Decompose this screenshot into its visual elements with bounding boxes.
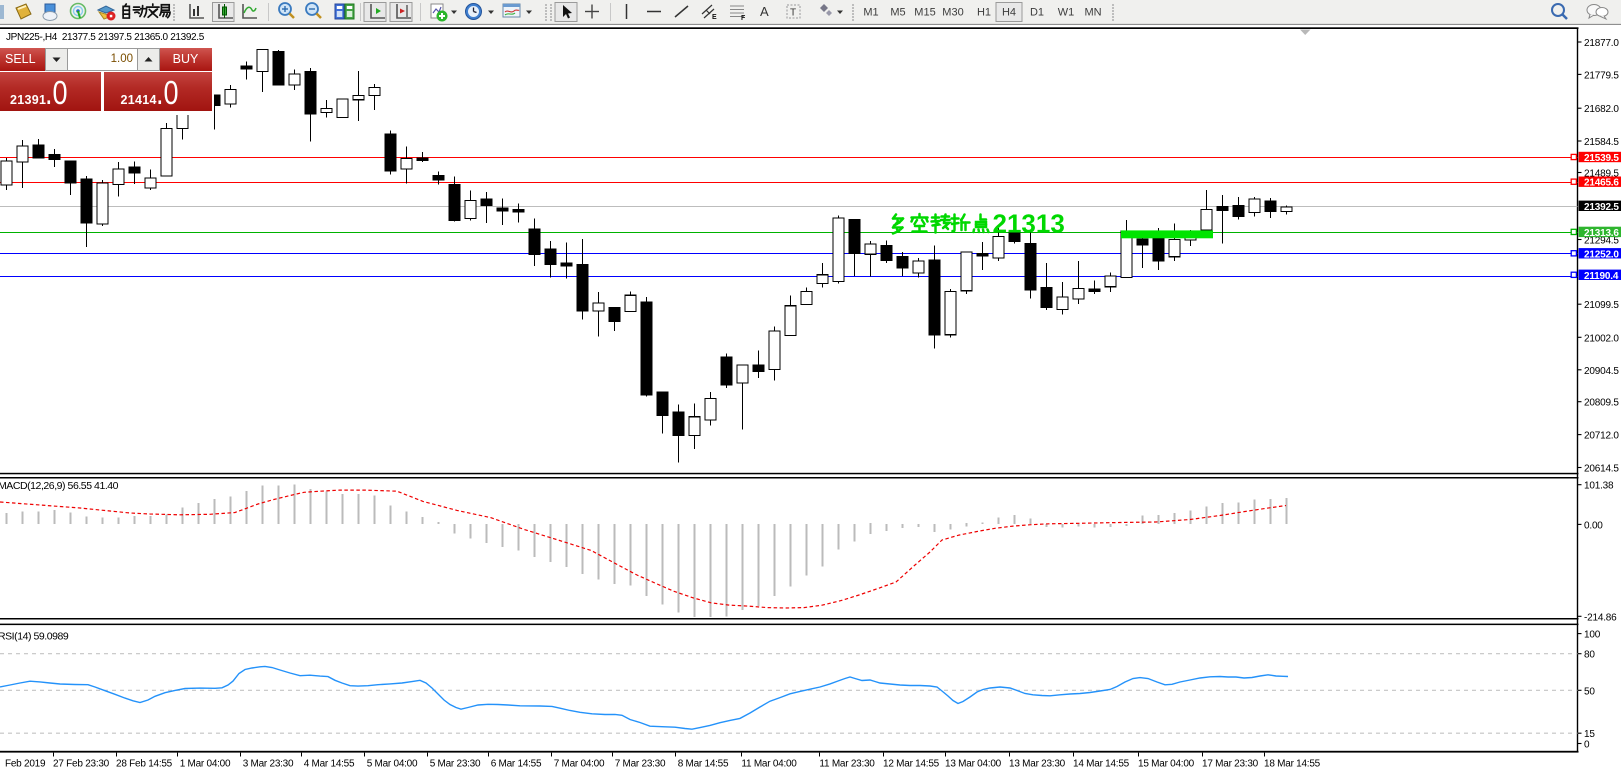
svg-text:MN: MN <box>1084 7 1101 19</box>
svg-text:20712.0: 20712.0 <box>1584 431 1619 442</box>
svg-text:W1: W1 <box>1058 7 1075 19</box>
svg-text:15: 15 <box>1584 729 1595 740</box>
svg-text:RSI(14) 59.0989: RSI(14) 59.0989 <box>0 630 69 642</box>
svg-text:H4: H4 <box>1002 7 1016 19</box>
svg-text:27 Feb 23:30: 27 Feb 23:30 <box>53 759 110 770</box>
svg-text:1 Mar 04:00: 1 Mar 04:00 <box>180 759 231 770</box>
svg-text:50: 50 <box>1584 686 1595 697</box>
svg-text:M30: M30 <box>942 7 963 19</box>
svg-text:11 Mar 23:30: 11 Mar 23:30 <box>819 759 875 770</box>
svg-text:8 Mar 14:55: 8 Mar 14:55 <box>678 759 729 770</box>
svg-text:T: T <box>790 8 796 19</box>
svg-text:E: E <box>712 14 717 21</box>
svg-text:20904.5: 20904.5 <box>1584 366 1619 377</box>
svg-text:A: A <box>760 4 769 19</box>
svg-text:21392.5: 21392.5 <box>1584 202 1619 213</box>
svg-text:21877.0: 21877.0 <box>1584 38 1619 49</box>
svg-text:21190.4: 21190.4 <box>1584 271 1619 282</box>
svg-text:5 Mar 04:00: 5 Mar 04:00 <box>367 759 418 770</box>
svg-text:12 Mar 14:55: 12 Mar 14:55 <box>883 759 940 770</box>
svg-text:0: 0 <box>1584 740 1590 751</box>
svg-text:21294.5: 21294.5 <box>1584 236 1619 247</box>
svg-text:6 Mar 14:55: 6 Mar 14:55 <box>491 759 542 770</box>
svg-text:7 Mar 23:30: 7 Mar 23:30 <box>615 759 666 770</box>
svg-text:F: F <box>741 15 746 22</box>
svg-text:21682.0: 21682.0 <box>1584 104 1619 115</box>
svg-text:M15: M15 <box>914 7 935 19</box>
svg-text:13 Mar 04:00: 13 Mar 04:00 <box>945 759 1002 770</box>
svg-text:7 Mar 04:00: 7 Mar 04:00 <box>554 759 605 770</box>
svg-text:-214.86: -214.86 <box>1584 612 1617 623</box>
svg-text:18 Mar 14:55: 18 Mar 14:55 <box>1264 759 1321 770</box>
svg-text:JPN225-,H4 21377.5 21397.5 21: JPN225-,H4 21377.5 21397.5 21365.0 21392… <box>6 32 205 43</box>
svg-text:H1: H1 <box>977 7 991 19</box>
svg-text:20614.5: 20614.5 <box>1584 464 1619 475</box>
svg-text:4 Mar 14:55: 4 Mar 14:55 <box>304 759 355 770</box>
svg-text:28 Feb 14:55: 28 Feb 14:55 <box>116 759 173 770</box>
svg-text:M1: M1 <box>863 7 878 19</box>
svg-text:11 Mar 04:00: 11 Mar 04:00 <box>741 759 797 770</box>
svg-text:21489.5: 21489.5 <box>1584 169 1619 180</box>
svg-text:M5: M5 <box>890 7 905 19</box>
svg-text:5 Mar 23:30: 5 Mar 23:30 <box>430 759 481 770</box>
svg-text:0.00: 0.00 <box>1584 520 1603 531</box>
svg-text:21584.5: 21584.5 <box>1584 137 1619 148</box>
svg-text:21099.5: 21099.5 <box>1584 300 1619 311</box>
svg-text:80: 80 <box>1584 650 1595 661</box>
svg-text:21465.6: 21465.6 <box>1584 178 1619 189</box>
svg-text:15 Mar 04:00: 15 Mar 04:00 <box>1138 759 1195 770</box>
svg-text:Feb 2019: Feb 2019 <box>5 759 46 770</box>
svg-text:14 Mar 14:55: 14 Mar 14:55 <box>1073 759 1130 770</box>
svg-text:13 Mar 23:30: 13 Mar 23:30 <box>1009 759 1066 770</box>
svg-text:21779.5: 21779.5 <box>1584 70 1619 81</box>
svg-text:21252.0: 21252.0 <box>1584 249 1619 260</box>
svg-text:21539.5: 21539.5 <box>1584 153 1619 164</box>
svg-text:3 Mar 23:30: 3 Mar 23:30 <box>243 759 294 770</box>
svg-text:17 Mar 23:30: 17 Mar 23:30 <box>1202 759 1259 770</box>
svg-text:21313: 21313 <box>993 209 1065 239</box>
svg-text:101.38: 101.38 <box>1584 481 1614 492</box>
svg-text:21002.0: 21002.0 <box>1584 333 1619 344</box>
svg-text:100: 100 <box>1584 630 1601 641</box>
svg-text:20809.5: 20809.5 <box>1584 398 1619 409</box>
svg-text:D1: D1 <box>1030 7 1044 19</box>
svg-text:MACD(12,26,9) 56.55 41.40: MACD(12,26,9) 56.55 41.40 <box>0 480 119 492</box>
svg-text:21313.6: 21313.6 <box>1584 228 1619 239</box>
